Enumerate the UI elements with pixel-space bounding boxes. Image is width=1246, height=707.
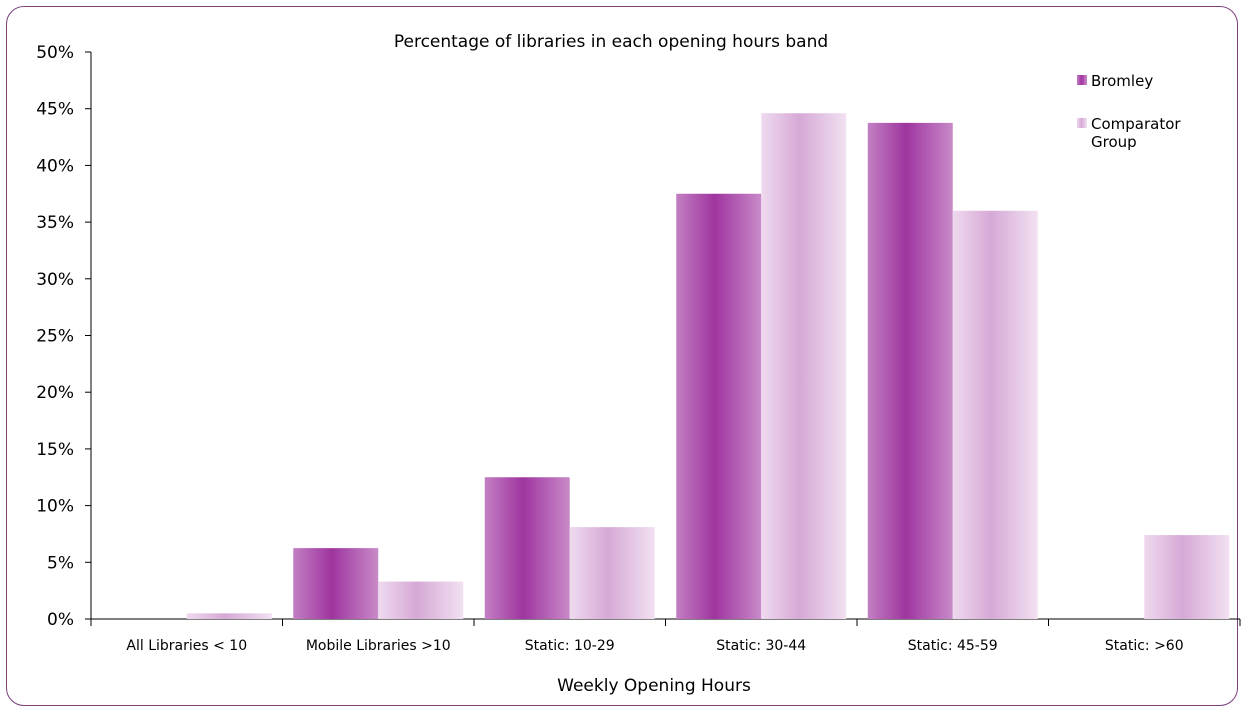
bars <box>186 113 1230 620</box>
bar-comparator <box>569 527 655 619</box>
bar-comparator <box>186 613 272 619</box>
x-tick-label: All Libraries < 10 <box>126 638 247 654</box>
y-tick-label: 45% <box>36 100 74 120</box>
bar-comparator <box>761 113 847 620</box>
y-tick-label: 40% <box>36 156 74 176</box>
chart-frame <box>6 6 1238 706</box>
legend-label-comparator-line2: Group <box>1091 133 1137 151</box>
y-tick-label: 25% <box>36 327 74 347</box>
y-tick-label: 15% <box>36 440 74 460</box>
tick-labels: 0% 5% 10% 15% 20% 25% 30% 35% 40% 45% 50% All Libra… <box>36 43 1183 654</box>
y-tick-label: 30% <box>36 270 74 290</box>
y-tick-label: 20% <box>36 383 74 403</box>
legend-label-comparator-line1: Comparator <box>1091 115 1181 133</box>
legend-swatch-comparator <box>1077 118 1087 128</box>
x-tick-label: Static: 30-44 <box>716 638 806 654</box>
legend-swatch-bromley <box>1077 75 1087 85</box>
legend-label-bromley: Bromley <box>1091 72 1153 90</box>
y-tick-label: 35% <box>36 213 74 233</box>
x-axis-label: Weekly Opening Hours <box>557 676 751 696</box>
bar-comparator <box>952 210 1038 619</box>
axes <box>85 51 1241 626</box>
x-tick-label: Mobile Libraries >10 <box>306 638 451 654</box>
bar-comparator <box>378 581 464 619</box>
y-tick-label: 10% <box>36 497 74 517</box>
chart-title: Percentage of libraries in each opening … <box>394 32 828 52</box>
x-tick-label: Static: >60 <box>1105 638 1184 654</box>
y-tick-label: 0% <box>47 610 74 630</box>
legend-label-comparator: Comparator Group <box>1091 115 1185 151</box>
bar-bromley <box>484 477 570 619</box>
y-tick-label: 50% <box>36 43 74 63</box>
x-tick-label: Static: 10-29 <box>525 638 615 654</box>
bar-bromley <box>867 122 953 619</box>
bar-comparator <box>1144 535 1230 619</box>
legend: Bromley Comparator Group <box>1077 72 1185 151</box>
bar-bromley <box>676 193 762 619</box>
bar-bromley <box>293 548 379 619</box>
x-tick-label: Static: 45-59 <box>908 638 998 654</box>
y-tick-label: 5% <box>47 553 74 573</box>
